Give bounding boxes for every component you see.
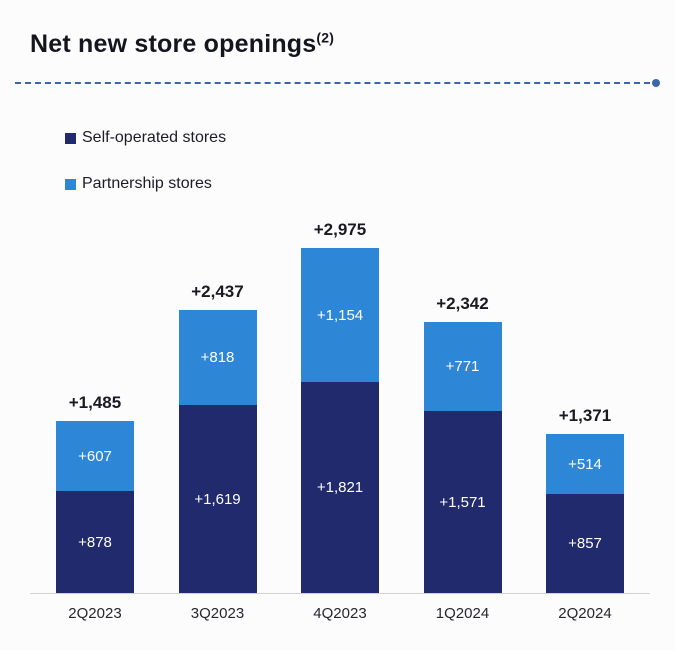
bar-segment-self-operated: +1,821 xyxy=(301,382,379,593)
page-title-superscript: (2) xyxy=(316,29,335,46)
x-axis-labels: 2Q2023 3Q2023 4Q2023 1Q2024 2Q2024 xyxy=(30,605,650,622)
bar-column: +2,342 +771 +1,571 xyxy=(423,294,502,593)
bar-segment-partnership: +818 xyxy=(178,310,257,405)
legend-swatch-icon xyxy=(65,178,76,190)
legend-swatch-icon xyxy=(65,132,76,144)
plot-area: +1,485 +607 +878 +2,437 +818 +1,619 +2,975 +1,1… xyxy=(30,220,650,593)
bar-segment-self-operated: +1,619 xyxy=(178,405,257,593)
segment-value-label: +878 xyxy=(78,533,112,551)
x-axis-label: 2Q2023 xyxy=(68,605,122,622)
chart-legend: Self-operated stores Partnership stores xyxy=(65,129,675,193)
page-title-text: Net new store openings xyxy=(30,30,317,58)
segment-value-label: +771 xyxy=(445,358,480,375)
segment-value-label: +1,821 xyxy=(316,479,364,496)
page-title: Net new store openings(2) xyxy=(0,0,675,59)
segment-value-label: +607 xyxy=(78,447,112,465)
bar-segment-partnership: +771 xyxy=(423,322,502,411)
legend-label: Partnership stores xyxy=(82,175,212,192)
segment-value-label: +857 xyxy=(568,535,602,552)
bar-column: +2,975 +1,154 +1,821 xyxy=(301,220,379,593)
bar-segment-partnership: +1,154 xyxy=(301,248,379,382)
segment-value-label: +818 xyxy=(200,349,235,366)
x-axis-label: 3Q2023 xyxy=(190,605,245,622)
segment-value-label: +1,154 xyxy=(316,306,364,324)
bar-total-label: +2,975 xyxy=(313,220,367,239)
dashed-divider xyxy=(15,79,660,87)
legend-label: Self-operated stores xyxy=(82,129,227,146)
bar-column: +1,485 +607 +878 xyxy=(56,393,134,593)
segment-value-label: +1,571 xyxy=(439,493,486,511)
segment-value-label: +514 xyxy=(568,455,602,473)
legend-item: Partnership stores xyxy=(65,175,675,193)
dashed-divider-line xyxy=(15,82,650,84)
bar-segment-self-operated: +878 xyxy=(56,491,134,593)
bar-segment-partnership: +607 xyxy=(56,421,134,491)
bar-segment-partnership: +514 xyxy=(546,434,624,494)
bar-total-label: +2,342 xyxy=(436,294,489,313)
bar-segment-self-operated: +857 xyxy=(546,494,624,593)
bar-total-label: +1,371 xyxy=(558,406,612,425)
x-axis-label: 4Q2023 xyxy=(313,605,367,622)
divider-end-dot xyxy=(652,79,660,87)
bar-total-label: +1,485 xyxy=(68,393,122,412)
x-axis-label: 1Q2024 xyxy=(435,605,490,622)
segment-value-label: +1,619 xyxy=(194,490,241,508)
x-axis-line xyxy=(30,593,650,594)
bar-column: +2,437 +818 +1,619 xyxy=(178,282,257,593)
stacked-bar-chart: +1,485 +607 +878 +2,437 +818 +1,619 +2,975 +1,1… xyxy=(30,220,650,622)
bar-column: +1,371 +514 +857 xyxy=(546,406,624,593)
bar-total-label: +2,437 xyxy=(191,282,244,301)
x-axis-label: 2Q2024 xyxy=(558,605,612,622)
legend-item: Self-operated stores xyxy=(65,129,675,147)
bar-segment-self-operated: +1,571 xyxy=(423,411,502,593)
